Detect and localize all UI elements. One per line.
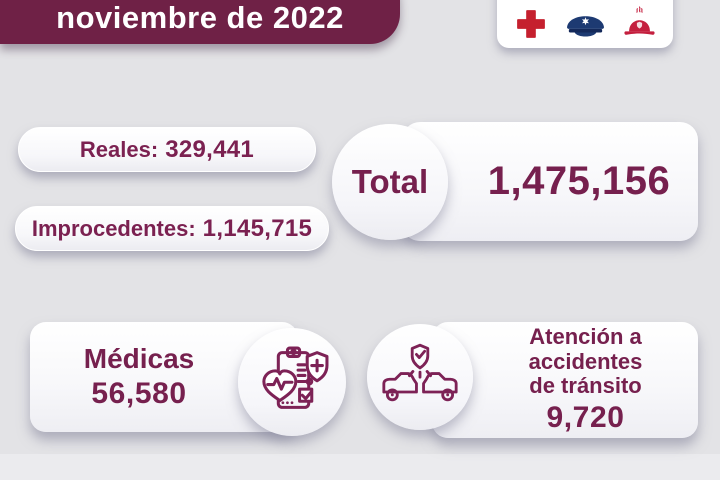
police-cap-icon: [563, 7, 608, 45]
emergency-card-title: EMERGENCIAS: [497, 0, 673, 3]
transito-stat-card: Atención a accidentes de tránsito 9,720: [432, 322, 698, 438]
reales-label: Reales:: [79, 136, 159, 162]
medicas-icon-circle: [238, 328, 346, 436]
red-cross-icon: [514, 7, 548, 46]
improcedentes-value: 1,145,715: [202, 214, 313, 242]
background-bottom-band: [0, 454, 720, 480]
medicas-value: 56,580: [91, 377, 187, 410]
medical-report-icon: [254, 342, 330, 423]
emergency-icons-row: [497, 5, 673, 47]
transito-label-line1: Atención a: [529, 323, 642, 349]
transito-icon-circle: [367, 324, 473, 430]
medicas-text-block: Médicas 56,580: [30, 322, 248, 432]
transito-label-line3: de tránsito: [529, 373, 642, 399]
month-banner: noviembre de 2022: [0, 0, 400, 44]
month-banner-title: noviembre de 2022: [56, 0, 344, 35]
car-crash-icon: [381, 342, 459, 413]
total-value: 1,475,156: [487, 159, 671, 203]
emergency-services-card: EMERGENCIAS: [497, 0, 673, 48]
reales-value: 329,441: [165, 135, 255, 163]
firefighter-helmet-icon: [623, 5, 656, 47]
transito-text-block: Atención a accidentes de tránsito 9,720: [487, 322, 684, 438]
improcedentes-label: Improcedentes:: [31, 215, 196, 241]
total-label: Total: [351, 163, 429, 200]
total-stat-card: 1,475,156: [402, 122, 698, 241]
transito-value: 9,720: [546, 401, 625, 435]
medicas-label: Médicas: [83, 343, 195, 374]
improcedentes-stat-pill: Improcedentes: 1,145,715: [15, 206, 329, 251]
transito-label-line2: accidentes: [528, 348, 643, 374]
total-badge-circle: Total: [332, 124, 448, 240]
reales-stat-pill: Reales: 329,441: [18, 127, 316, 172]
